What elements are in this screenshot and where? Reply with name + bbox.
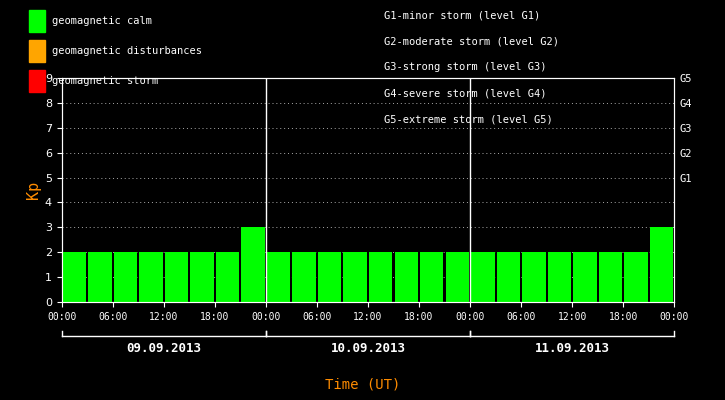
Bar	[497, 252, 520, 302]
Text: geomagnetic calm: geomagnetic calm	[52, 16, 152, 26]
Text: G2-moderate storm (level G2): G2-moderate storm (level G2)	[384, 36, 559, 46]
Bar	[292, 252, 316, 302]
Text: Time (UT): Time (UT)	[325, 378, 400, 392]
Bar	[650, 227, 674, 302]
Bar	[547, 252, 571, 302]
Text: geomagnetic storm: geomagnetic storm	[52, 76, 159, 86]
Text: G5-extreme storm (level G5): G5-extreme storm (level G5)	[384, 114, 553, 124]
Text: 10.09.2013: 10.09.2013	[331, 342, 405, 354]
Bar	[471, 252, 494, 302]
Bar	[62, 252, 86, 302]
Bar	[114, 252, 137, 302]
Bar	[344, 252, 367, 302]
Bar	[241, 227, 265, 302]
Text: G1-minor storm (level G1): G1-minor storm (level G1)	[384, 10, 541, 20]
Bar	[165, 252, 189, 302]
Bar	[446, 252, 469, 302]
Bar	[318, 252, 341, 302]
Text: 11.09.2013: 11.09.2013	[534, 342, 610, 354]
Text: geomagnetic disturbances: geomagnetic disturbances	[52, 46, 202, 56]
Text: G3-strong storm (level G3): G3-strong storm (level G3)	[384, 62, 547, 72]
Bar	[191, 252, 214, 302]
Bar	[216, 252, 239, 302]
Bar	[573, 252, 597, 302]
Bar	[267, 252, 290, 302]
Text: G4-severe storm (level G4): G4-severe storm (level G4)	[384, 88, 547, 98]
Bar	[139, 252, 162, 302]
Bar	[394, 252, 418, 302]
Bar	[522, 252, 545, 302]
Bar	[88, 252, 112, 302]
Bar	[420, 252, 444, 302]
Text: 09.09.2013: 09.09.2013	[126, 342, 202, 354]
Y-axis label: Kp: Kp	[25, 181, 41, 199]
Bar	[599, 252, 622, 302]
Bar	[369, 252, 392, 302]
Bar	[624, 252, 647, 302]
